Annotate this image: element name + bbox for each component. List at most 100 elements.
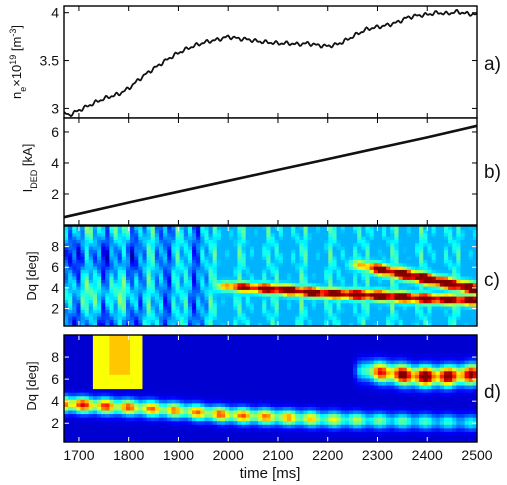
heatmap-cell [216, 226, 222, 230]
heatmap-cell [336, 296, 342, 300]
heatmap-cell [241, 381, 247, 386]
heatmap-cell [233, 374, 239, 379]
heatmap-cell [249, 312, 255, 317]
heatmap-cell [229, 395, 234, 400]
heatmap-cell [258, 299, 263, 304]
heatmap-cell [274, 259, 280, 264]
heatmap-cell [154, 239, 160, 244]
heatmap-cell [237, 359, 243, 365]
heatmap-cell [72, 269, 77, 274]
heatmap-cell [282, 406, 288, 411]
heatmap-cell [431, 322, 437, 326]
heatmap-cell [225, 266, 230, 270]
heatmap-cell [233, 406, 239, 411]
heatmap-cell [183, 409, 189, 415]
heatmap-cell [192, 381, 197, 386]
heatmap-cell [311, 434, 317, 440]
heatmap-cell [192, 335, 197, 340]
heatmap-cell [270, 363, 276, 368]
heatmap-cell [357, 249, 362, 254]
heatmap-cell [196, 279, 201, 284]
heatmap-cell [303, 413, 309, 418]
heatmap-cell [204, 292, 210, 297]
heatmap-cell [179, 374, 185, 379]
heatmap-cell [88, 309, 94, 314]
heatmap-cell [167, 417, 172, 422]
heatmap-cell [398, 289, 404, 294]
heatmap-cell [146, 338, 152, 343]
heatmap-cell [134, 226, 139, 230]
heatmap-cell [68, 252, 73, 257]
heatmap-cell [183, 420, 189, 425]
heatmap-cell [415, 312, 420, 317]
heatmap-cell [216, 316, 222, 320]
heatmap-cell [237, 399, 243, 404]
heatmap-cell [125, 299, 131, 304]
heatmap-cell [386, 269, 391, 274]
heatmap-cell [80, 338, 86, 343]
heatmap-cell [249, 335, 255, 340]
heatmap-cell [258, 312, 263, 317]
heatmap-cell [208, 266, 214, 270]
heatmap-cell [146, 226, 152, 230]
heatmap-cell [208, 345, 214, 350]
heatmap-cell [187, 417, 193, 422]
heatmap-cell [171, 399, 177, 404]
heatmap-cell [295, 406, 301, 411]
heatmap-cell [130, 342, 135, 347]
heatmap-cell [295, 249, 301, 254]
heatmap-cell [390, 302, 395, 307]
heatmap-cell [68, 226, 73, 230]
heatmap-cell [274, 424, 280, 429]
heatmap-cell [220, 249, 226, 254]
heatmap-cell [332, 289, 338, 294]
heatmap-cell [64, 226, 69, 230]
heatmap-cell [109, 356, 115, 361]
heatmap-cell [208, 256, 214, 260]
heatmap-cell [208, 299, 214, 304]
heatmap-cell [113, 345, 119, 350]
heatmap-cell [241, 289, 247, 294]
heatmap-cell [212, 266, 218, 270]
heatmap-cell [76, 352, 82, 357]
heatmap-cell [320, 413, 325, 418]
heatmap-cell [80, 226, 86, 230]
heatmap-cell [138, 392, 144, 397]
heatmap-cell [373, 269, 379, 274]
heatmap-cell [241, 266, 247, 270]
heatmap-cell [460, 292, 466, 297]
heatmap-cell [237, 345, 243, 350]
heatmap-cell [311, 299, 317, 304]
heatmap-cell [113, 417, 119, 422]
heatmap-cell [315, 377, 321, 382]
heatmap-cell [270, 269, 276, 274]
heatmap-cell [365, 276, 371, 280]
heatmap-cell [336, 232, 342, 237]
heatmap-cell [472, 282, 477, 287]
heatmap-cell [225, 392, 230, 397]
heatmap-cell [398, 286, 404, 290]
heatmap-cell [187, 424, 193, 429]
heatmap-cell [245, 367, 251, 372]
heatmap-cell [423, 302, 429, 307]
heatmap-cell [92, 279, 98, 284]
heatmap-cell [68, 316, 73, 320]
heatmap-cell [291, 236, 296, 240]
heatmap-cell [295, 272, 301, 277]
heatmap-cell [84, 282, 90, 287]
ytick-label: 6 [51, 124, 59, 140]
heatmap-cell [460, 229, 466, 234]
heatmap-cell [212, 388, 218, 393]
heatmap-cell [146, 269, 152, 274]
heatmap-cell [204, 306, 210, 310]
heatmap-cell [92, 413, 98, 418]
heatmap-cell [258, 279, 263, 284]
heatmap-cell [105, 381, 111, 386]
heatmap-cell [390, 226, 395, 230]
heatmap-cell [353, 229, 358, 234]
heatmap-cell [394, 309, 400, 314]
heatmap-cell [291, 262, 296, 267]
heatmap-cell [105, 296, 111, 300]
heatmap-cell [187, 420, 193, 425]
heatmap-cell [117, 246, 123, 250]
